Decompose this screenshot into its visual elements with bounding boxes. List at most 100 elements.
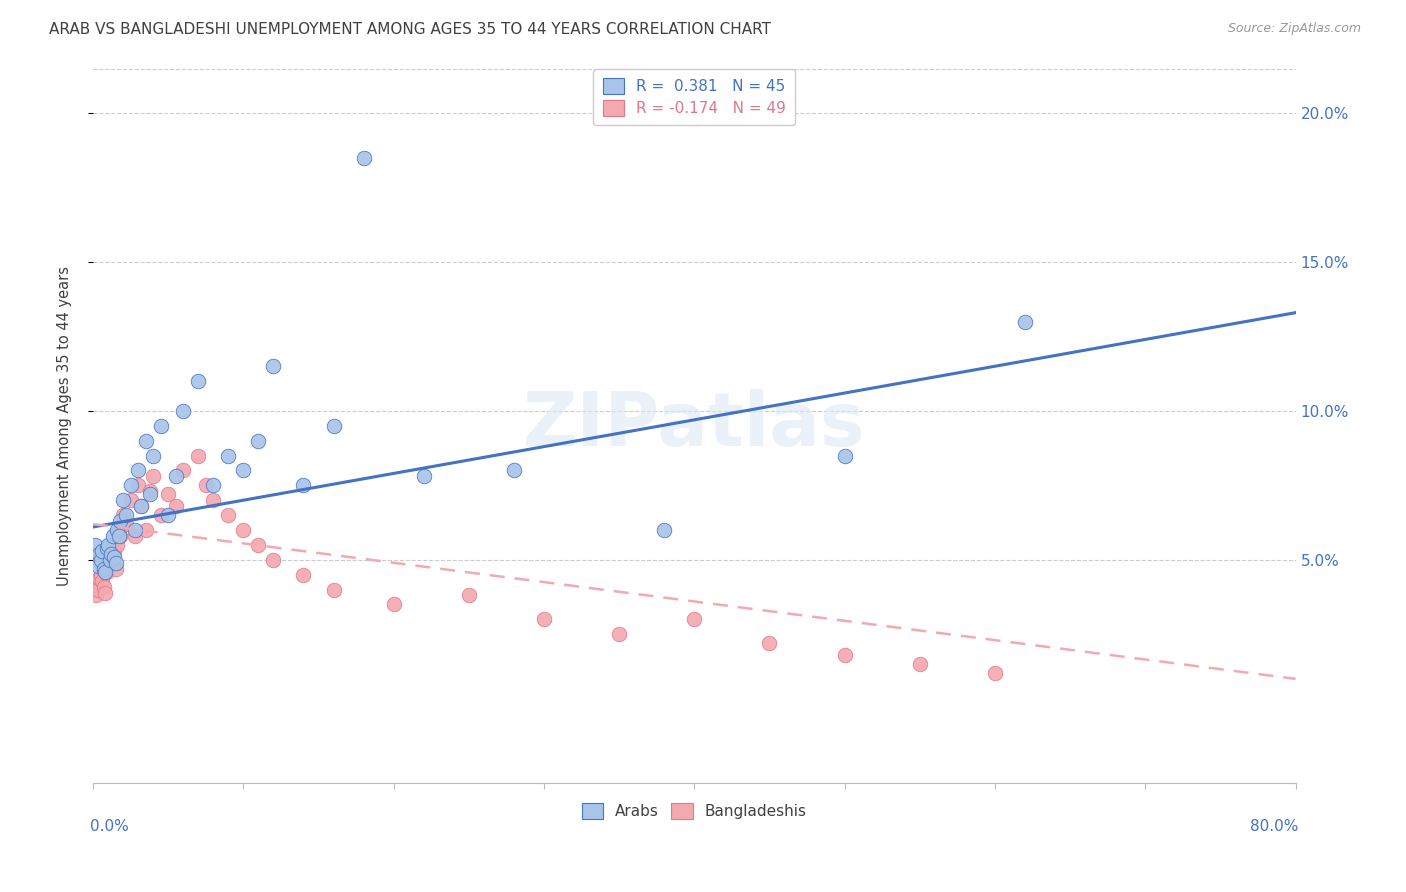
Point xyxy=(104,562,127,576)
Point xyxy=(96,565,118,579)
Point xyxy=(103,549,125,564)
Point xyxy=(382,598,405,612)
Point xyxy=(87,547,110,561)
Point xyxy=(984,665,1007,680)
Y-axis label: Unemployment Among Ages 35 to 44 years: Unemployment Among Ages 35 to 44 years xyxy=(58,266,72,586)
Point xyxy=(127,478,149,492)
Point xyxy=(91,544,114,558)
Point xyxy=(84,589,107,603)
Point xyxy=(262,553,284,567)
Point xyxy=(142,449,165,463)
Point xyxy=(232,523,254,537)
Point xyxy=(135,434,157,448)
Point xyxy=(139,487,162,501)
Point xyxy=(112,508,135,522)
Point xyxy=(503,463,526,477)
Point xyxy=(127,463,149,477)
Text: 0.0%: 0.0% xyxy=(90,819,129,834)
Point xyxy=(115,516,138,531)
Point xyxy=(108,514,131,528)
Point xyxy=(98,553,121,567)
Point xyxy=(112,493,135,508)
Point xyxy=(908,657,931,671)
Point xyxy=(142,469,165,483)
Point xyxy=(457,589,479,603)
Point xyxy=(139,484,162,499)
Point xyxy=(91,574,114,588)
Point xyxy=(217,449,239,463)
Point xyxy=(93,580,115,594)
Point xyxy=(83,538,105,552)
Point xyxy=(292,478,315,492)
Point xyxy=(149,508,172,522)
Point xyxy=(187,374,209,388)
Point xyxy=(135,523,157,537)
Point xyxy=(86,558,108,573)
Point xyxy=(93,562,115,576)
Point xyxy=(187,449,209,463)
Point xyxy=(104,556,127,570)
Point xyxy=(86,582,108,597)
Point xyxy=(129,499,152,513)
Point xyxy=(90,553,112,567)
Point xyxy=(202,493,225,508)
Point xyxy=(107,529,129,543)
Point xyxy=(149,418,172,433)
Point xyxy=(758,636,780,650)
Point xyxy=(87,571,110,585)
Point xyxy=(157,487,180,501)
Point xyxy=(834,648,856,662)
Point xyxy=(232,463,254,477)
Point xyxy=(100,547,122,561)
Point xyxy=(533,612,555,626)
Point xyxy=(103,544,125,558)
Point xyxy=(202,478,225,492)
Point xyxy=(262,359,284,374)
Point xyxy=(292,567,315,582)
Point xyxy=(353,151,375,165)
Point xyxy=(124,523,146,537)
Point xyxy=(834,449,856,463)
Point xyxy=(115,508,138,522)
Point xyxy=(97,538,120,552)
Text: ZIPatlas: ZIPatlas xyxy=(523,389,866,462)
Point xyxy=(157,508,180,522)
Point xyxy=(247,434,270,448)
Point xyxy=(652,523,675,537)
Text: 80.0%: 80.0% xyxy=(1250,819,1299,834)
Point xyxy=(105,538,128,552)
Point xyxy=(101,529,124,543)
Point xyxy=(96,541,118,555)
Point xyxy=(172,404,194,418)
Point xyxy=(129,499,152,513)
Text: Source: ZipAtlas.com: Source: ZipAtlas.com xyxy=(1227,22,1361,36)
Point xyxy=(94,585,117,599)
Text: ARAB VS BANGLADESHI UNEMPLOYMENT AMONG AGES 35 TO 44 YEARS CORRELATION CHART: ARAB VS BANGLADESHI UNEMPLOYMENT AMONG A… xyxy=(49,22,772,37)
Point xyxy=(247,538,270,552)
Point xyxy=(98,553,121,567)
Point xyxy=(607,627,630,641)
Point xyxy=(194,478,217,492)
Point xyxy=(107,523,129,537)
Point xyxy=(101,556,124,570)
Point xyxy=(108,529,131,543)
Point xyxy=(120,478,142,492)
Point xyxy=(105,523,128,537)
Point xyxy=(172,463,194,477)
Point xyxy=(84,553,107,567)
Point xyxy=(165,469,187,483)
Point xyxy=(322,582,344,597)
Point xyxy=(94,565,117,579)
Point xyxy=(683,612,706,626)
Legend: Arabs, Bangladeshis: Arabs, Bangladeshis xyxy=(575,797,813,825)
Point xyxy=(124,529,146,543)
Point xyxy=(1014,315,1036,329)
Point xyxy=(120,493,142,508)
Point xyxy=(97,558,120,573)
Point xyxy=(412,469,434,483)
Point xyxy=(322,418,344,433)
Point xyxy=(83,576,105,591)
Point xyxy=(217,508,239,522)
Point xyxy=(90,567,112,582)
Point xyxy=(100,549,122,564)
